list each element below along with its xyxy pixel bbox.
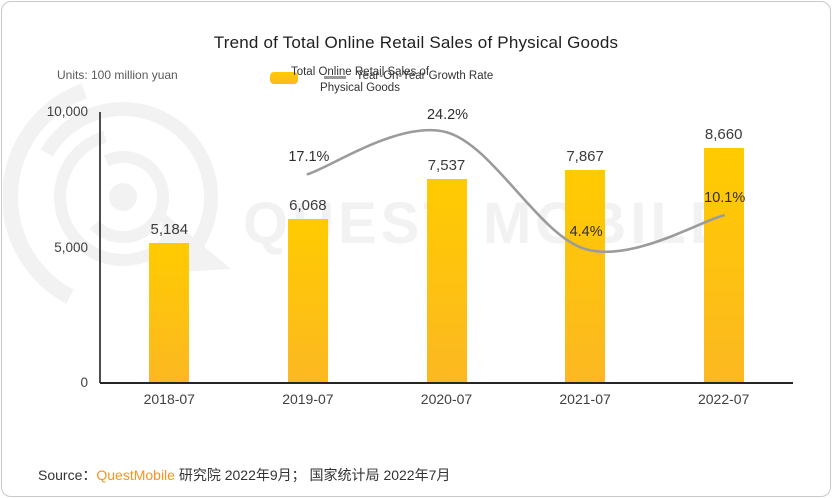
growth-point-label: 4.4% [569,224,603,241]
bar-value-label: 5,184 [150,220,189,238]
x-tick-label: 2020-07 [420,391,473,407]
x-tick-label: 2022-07 [697,391,750,407]
bar-value-label: 7,867 [566,147,604,165]
x-tick-label: 2021-07 [559,391,611,407]
legend-line-swatch [324,76,346,79]
source-prefix: Source： [38,467,97,483]
y-axis [99,112,101,383]
bar-value-label: 6,068 [289,196,327,214]
growth-point-label: 17.1% [288,149,330,166]
growth-point-label: 24.2% [426,107,469,124]
legend-bar-label-line1: Total Online Retail Sales of [290,66,430,78]
legend-line-label: Year-On-Year Growth Rate [356,70,494,82]
legend-bar-label: Total Online Retail Sales of Physical Go… [280,64,440,96]
bar-value-label: 7,537 [427,156,466,174]
y-tick-label: 10,000 [46,104,88,119]
y-tick-label: 5,000 [54,239,88,255]
legend-bar-label-line2: Physical Goods [320,82,400,95]
x-tick-label: 2018-07 [143,391,195,407]
source-line: Source：QuestMobile 研究院 2022年9月； 国家统计局 20… [38,465,450,485]
legend-bar-swatch [270,72,298,84]
x-axis [100,382,793,384]
bar-value-label: 8,660 [704,126,743,144]
x-tick-label: 2019-07 [282,391,334,407]
questmobile-logo-watermark [3,77,244,318]
growth-point-label: 10.1% [704,190,746,207]
legend: Total Online Retail Sales of Physical Go… [270,64,494,94]
source-suffix: 研究院 2022年9月； 国家统计局 2022年7月 [174,467,451,483]
chart-title: Trend of Total Online Retail Sales of Ph… [213,33,619,52]
bar [703,148,744,383]
bar [565,169,606,383]
units-label: Units: 100 million yuan [57,68,178,82]
source-brand: QuestMobile [96,467,175,483]
bar [426,178,467,383]
bar [287,218,328,383]
y-tick-label: 0 [80,375,88,390]
bar [149,242,190,383]
